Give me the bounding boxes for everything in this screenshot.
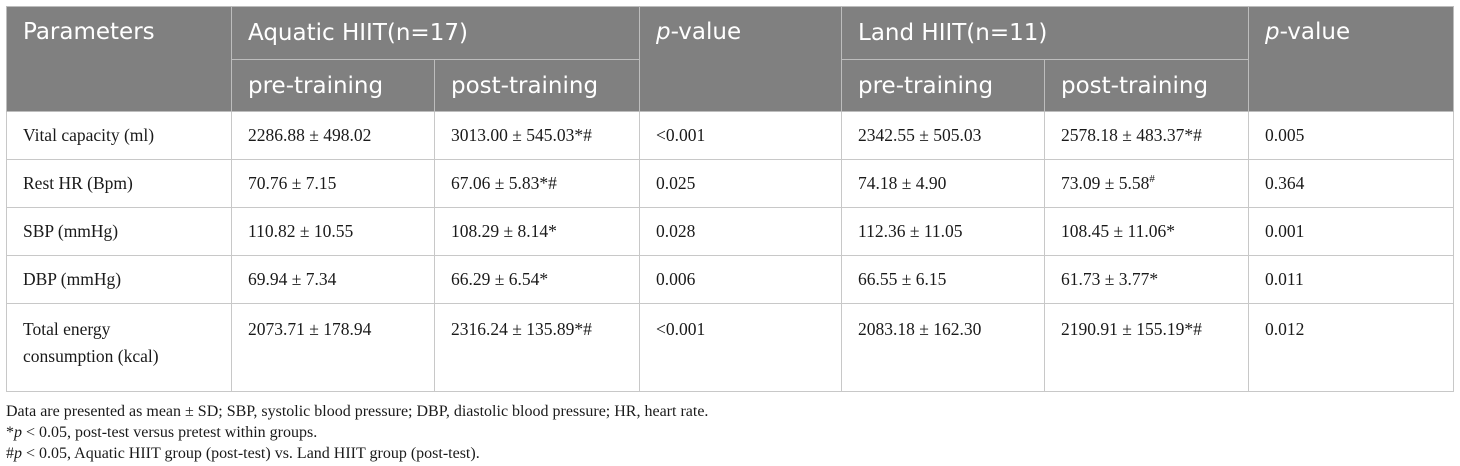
table-footnotes: Data are presented as mean ± SD; SBP, sy…: [6, 401, 1453, 464]
header-land-post: post-training: [1044, 59, 1249, 112]
cell-land-post: 2190.91 ± 155.19*#: [1044, 303, 1249, 392]
cell-aquatic-p: 0.006: [639, 255, 842, 304]
header-aquatic-pre: pre-training: [231, 59, 435, 112]
cell-aquatic-pre: 2073.71 ± 178.94: [231, 303, 435, 392]
header-p-value-aquatic: p-value: [639, 6, 842, 112]
significance-marker: #: [1149, 173, 1155, 185]
cell-land-post: 108.45 ± 11.06*: [1044, 207, 1249, 256]
cell-land-p: 0.364: [1248, 159, 1454, 208]
table-row: Total energy consumption (kcal) 2073.71 ±…: [6, 303, 1454, 392]
cell-land-post: 61.73 ± 3.77*: [1044, 255, 1249, 304]
cell-aquatic-p: 0.028: [639, 207, 842, 256]
header-row-2: pre-training post-training pre-training …: [7, 59, 1454, 112]
cell-aquatic-post: 3013.00 ± 545.03*#: [434, 111, 640, 160]
footnote-abbreviations: Data are presented as mean ± SD; SBP, sy…: [6, 403, 709, 420]
cell-aquatic-post: 67.06 ± 5.83*#: [434, 159, 640, 208]
cell-land-pre: 74.18 ± 4.90: [841, 159, 1045, 208]
cell-land-post: 2578.18 ± 483.37*#: [1044, 111, 1249, 160]
cell-aquatic-post: 66.29 ± 6.54*: [434, 255, 640, 304]
cell-parameter: SBP (mmHg): [6, 207, 232, 256]
cell-aquatic-pre: 110.82 ± 10.55: [231, 207, 435, 256]
cell-land-pre: 2083.18 ± 162.30: [841, 303, 1045, 392]
cell-aquatic-p: 0.025: [639, 159, 842, 208]
header-parameters: Parameters: [6, 6, 232, 112]
cell-land-p: 0.001: [1248, 207, 1454, 256]
footnote-between-groups: #p < 0.05, Aquatic HIIT group (post-test…: [6, 445, 480, 462]
table-row: SBP (mmHg) 110.82 ± 10.55 108.29 ± 8.14*…: [6, 207, 1454, 256]
header-land-hiit: Land HIIT(n=11): [841, 6, 1249, 60]
cell-aquatic-pre: 70.76 ± 7.15: [231, 159, 435, 208]
header-aquatic-post: post-training: [434, 59, 640, 112]
header-p-value-land: p-value: [1248, 6, 1454, 112]
cell-parameter: DBP (mmHg): [6, 255, 232, 304]
table-row: Vital capacity (ml) 2286.88 ± 498.02 301…: [6, 111, 1454, 160]
cell-parameter: Total energy consumption (kcal): [6, 303, 232, 392]
table-row: DBP (mmHg) 69.94 ± 7.34 66.29 ± 6.54* 0.…: [6, 255, 1454, 304]
cell-land-p: 0.011: [1248, 255, 1454, 304]
cell-aquatic-pre: 69.94 ± 7.34: [231, 255, 435, 304]
cell-land-post: 73.09 ± 5.58#: [1044, 159, 1249, 208]
cell-aquatic-p: <0.001: [639, 111, 842, 160]
header-land-pre: pre-training: [841, 59, 1045, 112]
table-row: Rest HR (Bpm) 70.76 ± 7.15 67.06 ± 5.83*…: [6, 159, 1454, 208]
cell-land-pre: 112.36 ± 11.05: [841, 207, 1045, 256]
cell-land-pre: 2342.55 ± 505.03: [841, 111, 1045, 160]
cell-parameter: Rest HR (Bpm): [6, 159, 232, 208]
cell-land-p: 0.012: [1248, 303, 1454, 392]
footnote-within-groups: *p < 0.05, post-test versus pretest with…: [6, 424, 318, 441]
cell-land-p: 0.005: [1248, 111, 1454, 160]
header-row-1: Parameters Aquatic HIIT(n=17) p-value La…: [6, 6, 1454, 112]
results-table: Parameters Aquatic HIIT(n=17) p-value La…: [6, 6, 1454, 392]
results-table-container: Parameters Aquatic HIIT(n=17) p-value La…: [6, 6, 1454, 464]
cell-aquatic-post: 108.29 ± 8.14*: [434, 207, 640, 256]
cell-parameter: Vital capacity (ml): [6, 111, 232, 160]
cell-aquatic-post: 2316.24 ± 135.89*#: [434, 303, 640, 392]
cell-aquatic-p: <0.001: [639, 303, 842, 392]
header-aquatic-hiit: Aquatic HIIT(n=17): [231, 6, 640, 60]
cell-aquatic-pre: 2286.88 ± 498.02: [231, 111, 435, 160]
cell-land-pre: 66.55 ± 6.15: [841, 255, 1045, 304]
